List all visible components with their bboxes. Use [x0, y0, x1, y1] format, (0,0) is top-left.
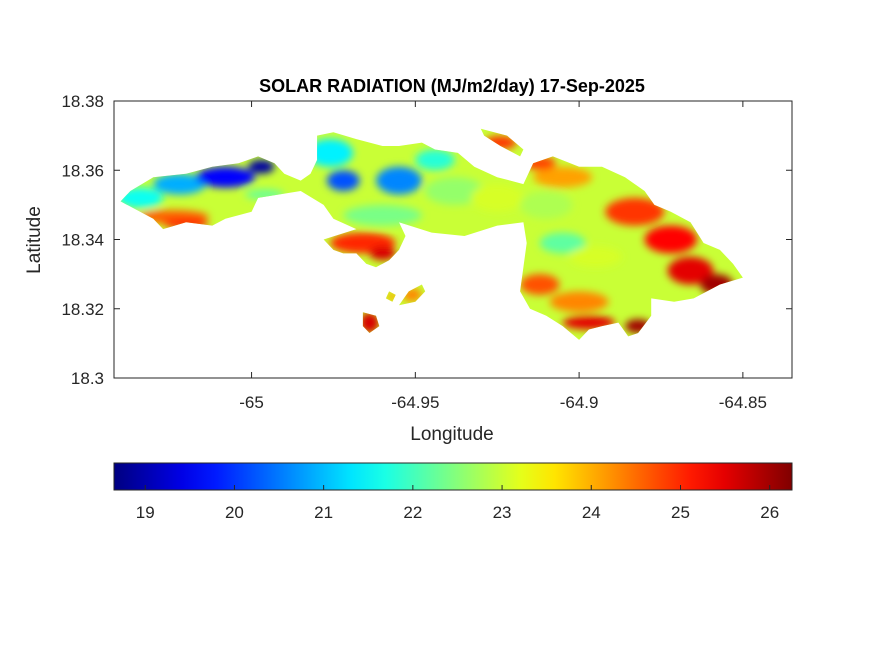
- radiation-contour-12: [343, 204, 422, 226]
- y-tick-label: 18.32: [61, 300, 104, 319]
- radiation-contour-32: [359, 312, 380, 333]
- radiation-contour-13: [425, 177, 485, 205]
- colorbar-ticks: 19 20 21 22 23 24 25 26: [136, 485, 779, 522]
- colorbar-tick-label: 23: [493, 503, 512, 522]
- x-tick-label: -65: [239, 393, 264, 412]
- radiation-contour-28: [562, 315, 616, 330]
- radiation-contour-8: [307, 139, 354, 167]
- radiation-contour-3: [195, 166, 255, 188]
- radiation-contour-11: [415, 149, 455, 171]
- radiation-contour-23: [644, 225, 697, 254]
- radiation-contour-17: [520, 191, 573, 219]
- y-tick-label: 18.3: [71, 369, 104, 388]
- radiation-contour-27: [549, 291, 609, 313]
- radiation-contour-4: [248, 159, 275, 174]
- colorbar-tick-label: 26: [760, 503, 779, 522]
- radiation-contour-19: [569, 246, 622, 268]
- colorbar-tick-label: 21: [314, 503, 333, 522]
- radiation-contour-22: [605, 197, 665, 226]
- colorbar-tick-label: 24: [582, 503, 601, 522]
- radiation-contour-20: [533, 166, 593, 188]
- y-tick-label: 18.36: [61, 161, 104, 180]
- x-tick-label: -64.95: [391, 393, 439, 412]
- colorbar: 19 20 21 22 23 24 25 26: [113, 462, 793, 522]
- colorbar-tick-label: 20: [225, 503, 244, 522]
- x-ticks: -65 -64.95 -64.9 -64.85: [239, 101, 767, 412]
- colorbar-gradient: [114, 463, 792, 490]
- radiation-contour-24: [667, 256, 714, 285]
- radiation-contour-16: [369, 246, 396, 261]
- map-axes: -65 -64.95 -64.9 -64.85 18.3 18.32 18.34 18.36…: [61, 92, 793, 412]
- colorbar-tick-label: 25: [671, 503, 690, 522]
- y-ticks: 18.3 18.32 18.34 18.36 18.38: [61, 92, 792, 388]
- y-axis-label: Latitude: [24, 206, 45, 274]
- y-tick-label: 18.34: [61, 231, 104, 250]
- radiation-contour-26: [520, 274, 560, 295]
- x-axis-label: Longitude: [410, 424, 493, 445]
- x-tick-label: -64.85: [719, 393, 767, 412]
- radiation-contour-2: [153, 173, 206, 195]
- contour-blobs: [120, 135, 734, 333]
- colorbar-tick-label: 22: [403, 503, 422, 522]
- colorbar-tick-label: 19: [136, 503, 155, 522]
- x-tick-label: -64.9: [560, 393, 599, 412]
- radiation-contour-14: [471, 184, 524, 212]
- chart-title: SOLAR RADIATION (MJ/m2/day) 17-Sep-2025: [259, 76, 645, 96]
- y-tick-label: 18.38: [61, 92, 104, 111]
- radiation-contour-10: [376, 166, 422, 195]
- radiation-contour-9: [326, 170, 360, 192]
- radiation-contour-18: [539, 232, 586, 254]
- colorbar-frame: [113, 462, 793, 491]
